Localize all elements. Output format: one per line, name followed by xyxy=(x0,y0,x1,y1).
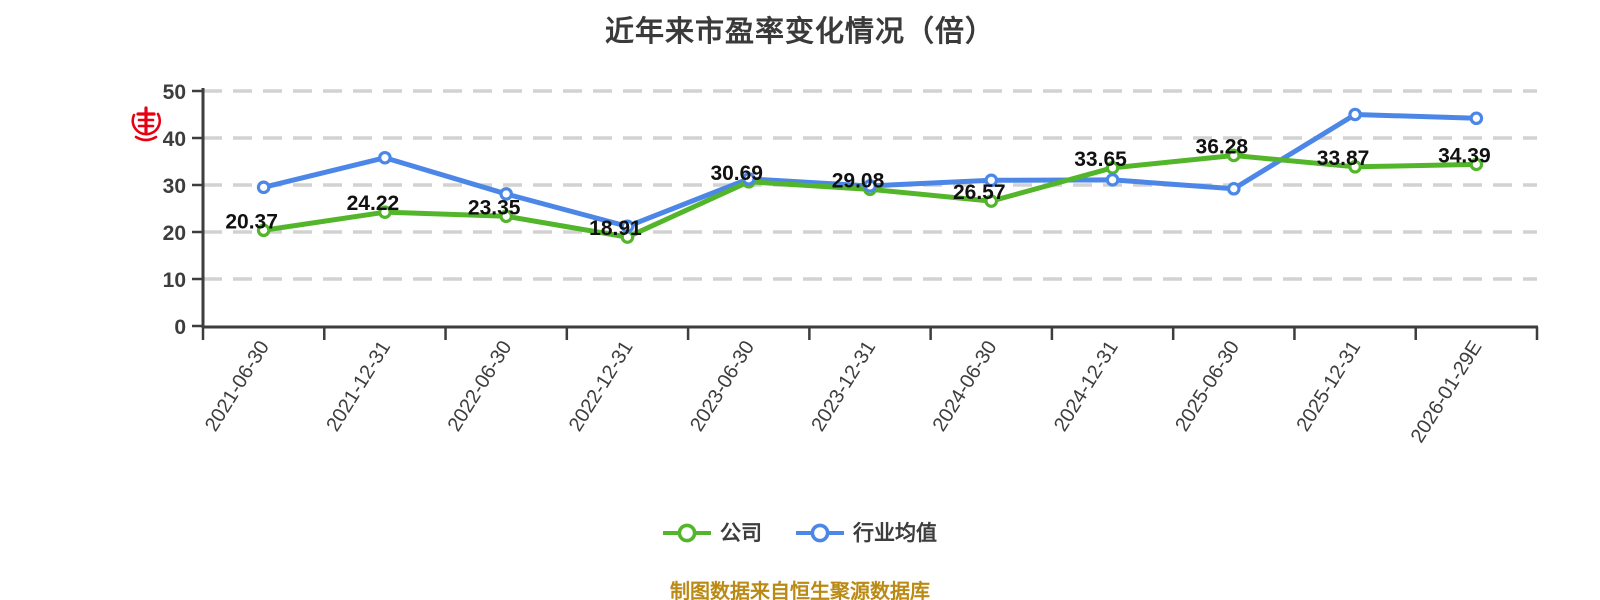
x-tick-label: 2024-06-30 xyxy=(929,337,1002,435)
legend-marker-company-icon xyxy=(663,523,711,543)
x-tick-label: 2022-12-31 xyxy=(565,337,638,435)
data-source-note: 制图数据来自恒生聚源数据库 xyxy=(670,581,930,600)
x-tick-label: 2025-06-30 xyxy=(1171,337,1244,435)
data-label: 36.28 xyxy=(1196,135,1249,158)
data-label: 29.08 xyxy=(832,169,885,192)
data-label: 34.39 xyxy=(1438,144,1491,167)
y-tick-label: 50 xyxy=(163,81,186,104)
x-tick-label: 2021-06-30 xyxy=(201,337,274,435)
industry-average-data-point xyxy=(863,179,877,193)
x-tick-label: 2026-01-29E xyxy=(1407,337,1487,447)
industry-average-data-point xyxy=(499,187,513,201)
data-label: 24.22 xyxy=(347,192,400,215)
x-tick-label: 2025-12-31 xyxy=(1292,337,1365,435)
x-tick-label: 2023-06-30 xyxy=(686,337,759,435)
industry-average-data-point xyxy=(1227,181,1241,196)
x-tick-label: 2024-12-31 xyxy=(1050,337,1123,435)
y-tick-label: 30 xyxy=(163,175,186,198)
legend-item-company[interactable]: 公司 xyxy=(663,521,762,545)
legend: 公司 行业均值 xyxy=(0,521,1600,545)
data-label: 20.37 xyxy=(225,210,278,233)
data-label: 18.91 xyxy=(589,217,642,240)
company-data-point xyxy=(984,194,999,208)
company-data-point xyxy=(499,209,513,224)
company-series-line xyxy=(261,152,1479,240)
industry-average-data-point xyxy=(378,150,392,165)
company-data-point xyxy=(1348,160,1362,174)
industry-average-data-point xyxy=(1348,107,1362,122)
industry-average-data-point xyxy=(256,180,271,195)
data-label: 33.65 xyxy=(1074,148,1127,171)
data-label: 30.69 xyxy=(710,162,763,185)
legend-marker-industry-average-icon xyxy=(796,523,844,543)
data-label: 26.57 xyxy=(953,181,1006,204)
industry-average-data-point xyxy=(741,172,756,186)
y-tick-label: 10 xyxy=(163,269,186,292)
x-tick-label: 2021-12-31 xyxy=(322,337,395,435)
legend-label: 行业均值 xyxy=(853,521,937,545)
y-tick-label: 40 xyxy=(163,128,186,151)
x-tick-label: 2022-06-30 xyxy=(444,337,517,435)
company-data-point xyxy=(1227,148,1241,163)
y-tick-label: 0 xyxy=(174,316,186,339)
data-label: 33.87 xyxy=(1317,147,1370,170)
industry-average-data-point xyxy=(620,219,635,234)
legend-label: 公司 xyxy=(720,521,762,545)
industry-average-data-point xyxy=(1469,111,1484,126)
industry-average-data-point xyxy=(1105,173,1120,187)
chart-title: 近年来市盈率变化情况（倍） xyxy=(604,16,995,48)
company-data-point xyxy=(378,205,392,219)
y-tick-label: 20 xyxy=(163,222,186,245)
company-data-point xyxy=(1469,157,1484,172)
data-label: 23.35 xyxy=(468,196,521,219)
industry-average-data-point xyxy=(984,173,999,188)
red-seal-watermark-icon xyxy=(131,106,162,142)
x-tick-label: 2023-12-31 xyxy=(807,337,880,435)
company-data-point xyxy=(256,223,271,238)
legend-item-industry-average[interactable]: 行业均值 xyxy=(796,521,937,545)
